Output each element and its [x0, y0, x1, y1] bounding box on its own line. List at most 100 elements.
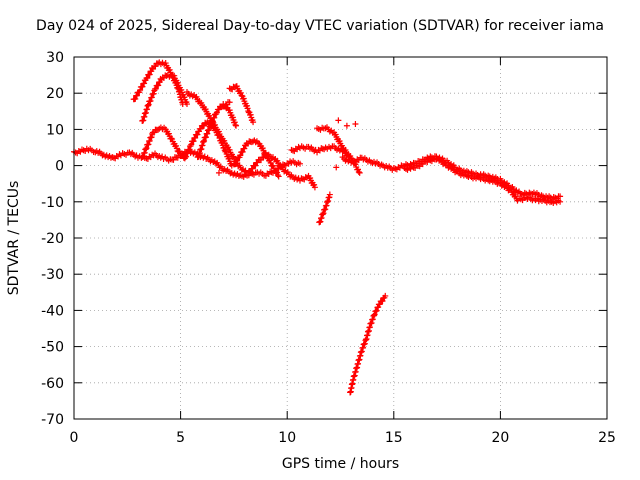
x-tick-label: 15 — [385, 430, 403, 446]
data-point — [237, 152, 244, 159]
data-point — [232, 161, 239, 168]
data-point — [243, 102, 250, 109]
y-tick-label: 20 — [46, 86, 64, 102]
data-point — [197, 125, 204, 132]
data-point — [448, 165, 455, 172]
data-point — [322, 206, 329, 213]
data-point — [168, 135, 175, 142]
data-point — [343, 122, 350, 129]
data-point — [143, 145, 150, 152]
data-point — [139, 83, 146, 90]
data-point — [371, 311, 378, 318]
data-point — [317, 218, 324, 225]
data-point — [178, 86, 185, 93]
data-point — [215, 169, 222, 176]
data-point — [352, 120, 359, 127]
data-point — [247, 168, 254, 175]
y-tick-label: -60 — [41, 376, 64, 392]
data-point — [137, 87, 144, 94]
data-point — [239, 148, 246, 155]
data-point — [557, 198, 564, 205]
data-point — [368, 319, 375, 326]
data-point — [206, 126, 213, 133]
data-point — [142, 146, 149, 153]
data-point — [333, 164, 340, 171]
data-point — [144, 74, 151, 81]
data-point — [275, 173, 282, 180]
chart-title: Day 024 of 2025, Sidereal Day-to-day VTE… — [36, 18, 604, 34]
data-point — [358, 348, 365, 355]
data-point — [255, 140, 262, 147]
y-tick-label: 10 — [46, 122, 64, 138]
data-point — [202, 134, 209, 141]
data-point — [210, 118, 217, 125]
data-point — [369, 316, 376, 323]
data-point — [213, 109, 220, 116]
data-point — [190, 138, 197, 145]
data-point — [194, 131, 201, 138]
y-tick-label: 0 — [55, 159, 64, 175]
data-point — [183, 101, 190, 108]
data-point — [249, 165, 256, 172]
ticks-layer: 0 5 10 15 20 25 -70 -60 -50 -40 -30 -20 -10 0 10 20 30 — [41, 50, 616, 446]
x-axis-label: GPS time / hours — [281, 456, 400, 472]
data-point — [240, 95, 247, 102]
data-point — [133, 92, 140, 99]
data-point — [373, 307, 380, 314]
data-point — [171, 72, 178, 79]
y-tick-label: -40 — [41, 303, 64, 319]
data-point — [501, 184, 508, 191]
data-point — [215, 106, 222, 113]
data-point — [141, 149, 148, 156]
data-point — [234, 157, 241, 164]
data-point — [183, 153, 190, 160]
data-point — [355, 168, 362, 175]
data-point — [233, 122, 240, 129]
y-tick-label: -70 — [41, 412, 64, 428]
data-point — [379, 297, 386, 304]
data-point — [226, 99, 233, 106]
data-point — [211, 114, 218, 121]
data-point — [186, 146, 193, 153]
data-point — [155, 82, 162, 89]
data-point — [201, 137, 208, 144]
data-point — [514, 189, 521, 196]
data-point — [231, 119, 238, 126]
data-point — [184, 150, 191, 157]
data-point — [148, 94, 155, 101]
data-point — [335, 117, 342, 124]
data-point — [226, 107, 233, 114]
data-point — [152, 85, 159, 92]
data-point — [140, 153, 147, 160]
data-point — [146, 137, 153, 144]
data-point — [132, 95, 139, 102]
data-point — [557, 193, 564, 200]
data-point — [150, 90, 157, 97]
data-point — [204, 130, 211, 137]
x-tick-label: 25 — [598, 430, 616, 446]
data-point — [229, 114, 236, 121]
data-point — [376, 301, 383, 308]
data-point — [260, 154, 267, 161]
data-point — [192, 134, 199, 141]
data-point — [274, 172, 281, 179]
data-point — [244, 105, 251, 112]
data-point — [247, 111, 254, 118]
data-point — [241, 145, 248, 152]
y-tick-label: 30 — [46, 50, 64, 66]
data-point — [148, 134, 155, 141]
data-point — [250, 119, 257, 126]
y-tick-label: -10 — [41, 195, 64, 211]
data-point — [238, 92, 245, 99]
data-point — [188, 141, 195, 148]
x-tick-label: 0 — [70, 430, 79, 446]
data-point — [371, 312, 378, 319]
data-point — [323, 202, 330, 209]
x-tick-label: 20 — [491, 430, 509, 446]
data-point — [318, 214, 325, 221]
x-tick-label: 10 — [278, 430, 296, 446]
data-point — [145, 141, 152, 148]
data-point — [354, 166, 361, 173]
